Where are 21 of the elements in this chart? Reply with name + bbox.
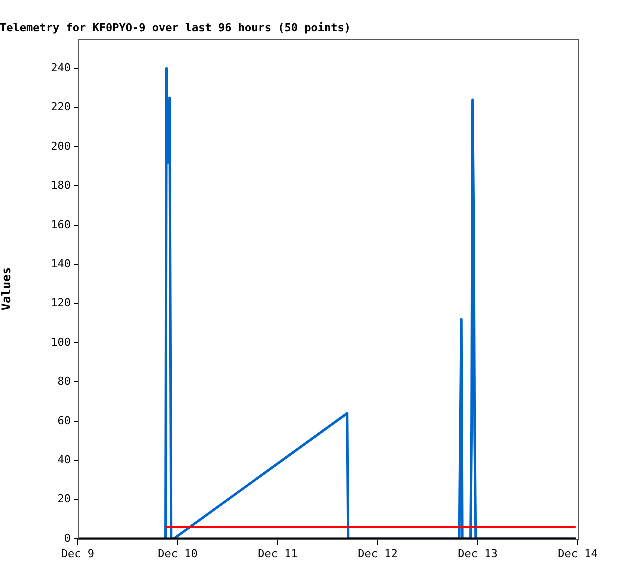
chart-title: Telemetry for KF0PYO-9 over last 96 hours (50 points) [0, 21, 351, 34]
x-tick-label: Dec 11 [258, 547, 298, 560]
y-tick-label: 160 [51, 218, 71, 232]
y-tick-label: 240 [51, 61, 71, 74]
y-tick-label: 200 [51, 140, 71, 153]
x-tick-label: Dec 10 [158, 547, 198, 560]
y-axis-title: Values [0, 267, 14, 311]
x-tick-label: Dec 9 [61, 547, 95, 560]
y-tick-label: 20 [58, 492, 71, 506]
y-tick-label: 40 [58, 453, 71, 466]
y-tick-label: 180 [51, 179, 71, 192]
y-tick-label: 60 [58, 414, 71, 428]
y-tick-label: 100 [51, 336, 71, 349]
x-tick-label: Dec 14 [558, 547, 598, 560]
y-tick-label: 140 [51, 257, 71, 270]
y-tick-label: 220 [51, 100, 71, 114]
x-tick-label: Dec 12 [358, 547, 398, 560]
x-tick-label: Dec 13 [458, 547, 498, 560]
y-tick-label: 0 [64, 532, 71, 545]
y-tick-label: 120 [51, 296, 71, 310]
y-tick-label: 80 [58, 375, 71, 388]
